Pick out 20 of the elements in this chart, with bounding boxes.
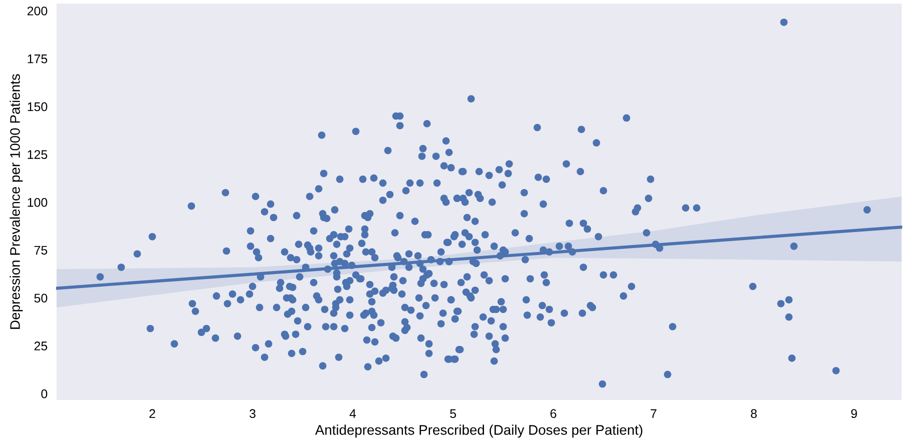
x-tick-label: 8	[750, 409, 757, 418]
y-tick-label: 200	[27, 6, 48, 16]
y-tick-label: 0	[41, 389, 48, 398]
x-tick-label: 5	[450, 409, 456, 418]
y-tick-label: 50	[34, 294, 48, 303]
x-tick-label: 7	[650, 409, 656, 418]
y-tick-label: 100	[28, 198, 48, 207]
x-tick-label: 3	[250, 409, 256, 418]
y-tick-label: 75	[34, 246, 48, 255]
x-tick-label: 9	[851, 409, 857, 418]
y-tick-label: 25	[34, 342, 48, 350]
line-series	[56, 226, 902, 290]
y-tick-label: 150	[28, 102, 48, 112]
x-axis-title: Antidepressants Prescribed (Daily Doses per Patient)	[315, 424, 642, 438]
x-tick-label: 4	[350, 409, 356, 418]
y-tick-label: 175	[28, 54, 48, 64]
x-tick-label: 2	[149, 409, 156, 418]
x-tick-label: 6	[550, 409, 556, 418]
y-tick-label: 125	[28, 150, 48, 159]
y-axis-title: Depression Prevalence per 1000 Patients	[10, 74, 23, 329]
